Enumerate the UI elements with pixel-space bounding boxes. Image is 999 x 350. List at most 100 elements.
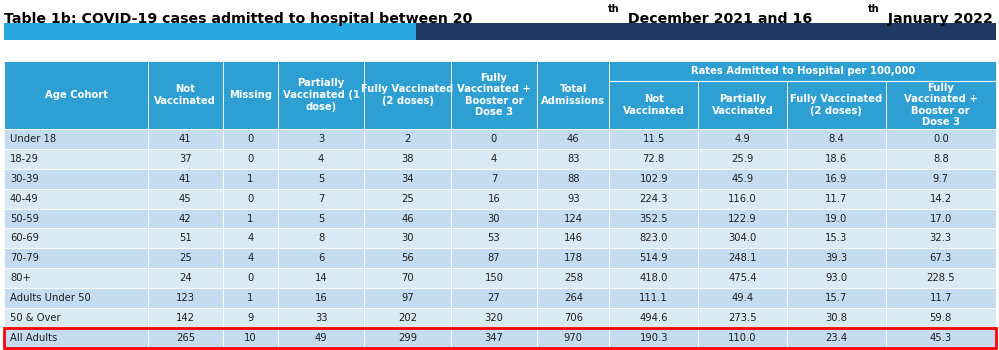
Bar (885, 308, 996, 328)
Bar (278, 209, 365, 229)
Text: 248.1: 248.1 (728, 253, 757, 264)
Text: th: th (608, 4, 620, 14)
Bar (365, 61, 451, 129)
Bar (278, 61, 365, 129)
Bar (885, 328, 996, 348)
Bar (787, 229, 885, 248)
Bar (609, 308, 698, 328)
Bar (365, 169, 451, 189)
Bar (609, 209, 698, 229)
Bar (609, 61, 996, 81)
Text: 72.8: 72.8 (642, 154, 665, 164)
Text: 273.5: 273.5 (728, 313, 757, 323)
Text: 51: 51 (179, 233, 192, 244)
Bar (148, 328, 223, 348)
Bar (223, 248, 278, 268)
Text: 93.0: 93.0 (825, 273, 847, 284)
Text: 40-49: 40-49 (10, 194, 39, 204)
Text: December 2021 and 16: December 2021 and 16 (623, 12, 812, 26)
Text: 88: 88 (567, 174, 579, 184)
Text: 83: 83 (567, 154, 579, 164)
Bar (223, 328, 278, 348)
Bar (4, 209, 148, 229)
Bar (609, 129, 698, 149)
Bar (365, 149, 451, 169)
Bar (4, 328, 996, 348)
Text: 102.9: 102.9 (639, 174, 668, 184)
Bar (223, 189, 278, 209)
Bar (223, 288, 278, 308)
Bar (698, 189, 787, 209)
Text: 7: 7 (491, 174, 498, 184)
Bar (609, 328, 698, 348)
Text: 56: 56 (402, 253, 414, 264)
Bar (223, 169, 278, 189)
Bar (451, 169, 537, 189)
Bar (278, 149, 365, 169)
Text: 0: 0 (247, 194, 254, 204)
Text: 19.0: 19.0 (825, 214, 847, 224)
Bar (787, 268, 885, 288)
Bar (787, 81, 885, 129)
Text: 8: 8 (318, 233, 325, 244)
Bar (4, 169, 148, 189)
Text: 45: 45 (179, 194, 192, 204)
Bar (698, 248, 787, 268)
Text: 45.3: 45.3 (930, 333, 952, 343)
Bar (537, 189, 609, 209)
Text: 4: 4 (247, 253, 254, 264)
Text: 16: 16 (488, 194, 500, 204)
Bar (451, 268, 537, 288)
Text: 37: 37 (179, 154, 192, 164)
Text: 70: 70 (402, 273, 414, 284)
Bar (278, 328, 365, 348)
Bar (698, 81, 787, 129)
Bar (537, 268, 609, 288)
Text: 14.2: 14.2 (930, 194, 952, 204)
Bar (451, 189, 537, 209)
Text: 123: 123 (176, 293, 195, 303)
Text: 87: 87 (488, 253, 500, 264)
Text: 67.3: 67.3 (930, 253, 952, 264)
Bar (698, 288, 787, 308)
Text: 41: 41 (179, 134, 192, 143)
Bar (787, 129, 885, 149)
Text: Age Cohort: Age Cohort (45, 90, 108, 100)
Text: Not
Vaccinated: Not Vaccinated (155, 84, 216, 106)
Text: Table 1b: COVID-19 cases admitted to hospital between 20: Table 1b: COVID-19 cases admitted to hos… (4, 12, 473, 26)
Text: 2: 2 (405, 134, 411, 143)
Text: 11.7: 11.7 (930, 293, 952, 303)
Bar (148, 169, 223, 189)
Text: 25: 25 (402, 194, 414, 204)
Text: 15.7: 15.7 (825, 293, 847, 303)
Bar (537, 169, 609, 189)
Text: 49: 49 (315, 333, 328, 343)
Bar (223, 61, 278, 129)
Bar (365, 328, 451, 348)
Text: 8.4: 8.4 (828, 134, 844, 143)
Text: 59.8: 59.8 (930, 313, 952, 323)
Text: 33: 33 (315, 313, 328, 323)
Bar (609, 268, 698, 288)
Text: 16.9: 16.9 (825, 174, 847, 184)
Text: 6: 6 (318, 253, 325, 264)
Bar (698, 268, 787, 288)
Text: 97: 97 (402, 293, 414, 303)
Bar (223, 268, 278, 288)
Text: 41: 41 (179, 174, 192, 184)
Bar (698, 169, 787, 189)
Bar (148, 189, 223, 209)
Text: 80+: 80+ (10, 273, 31, 284)
Text: 9.7: 9.7 (933, 174, 949, 184)
Text: 34: 34 (402, 174, 414, 184)
Text: 93: 93 (567, 194, 579, 204)
Bar (451, 229, 537, 248)
Bar (451, 149, 537, 169)
Bar (148, 308, 223, 328)
Text: 110.0: 110.0 (728, 333, 757, 343)
Bar (148, 209, 223, 229)
Text: Under 18: Under 18 (10, 134, 56, 143)
Text: 27: 27 (488, 293, 500, 303)
Bar (609, 248, 698, 268)
Text: 111.1: 111.1 (639, 293, 668, 303)
